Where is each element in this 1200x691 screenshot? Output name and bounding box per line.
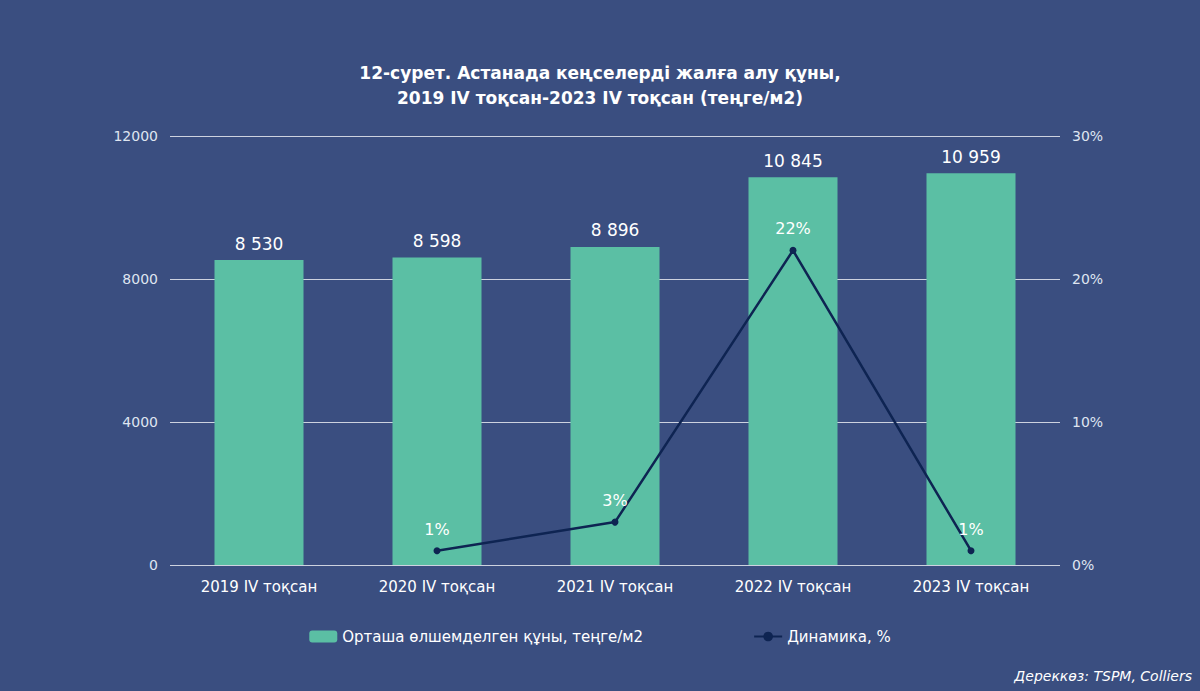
svg-text:22%: 22% (775, 219, 811, 238)
svg-text:10 959: 10 959 (941, 147, 1000, 167)
svg-text:8000: 8000 (122, 271, 158, 287)
svg-text:8 896: 8 896 (591, 220, 640, 240)
svg-text:2020 IV тоқсан: 2020 IV тоқсан (379, 578, 496, 596)
svg-text:Орташа өлшемделген құны, теңге: Орташа өлшемделген құны, теңге/м2 (342, 628, 643, 646)
svg-text:10 845: 10 845 (763, 151, 822, 171)
svg-text:1%: 1% (424, 520, 449, 539)
svg-text:10%: 10% (1072, 414, 1103, 430)
svg-text:Динамика, %: Динамика, % (787, 628, 891, 646)
svg-text:8 530: 8 530 (235, 234, 284, 254)
svg-text:4000: 4000 (122, 414, 158, 430)
svg-text:30%: 30% (1072, 128, 1103, 144)
svg-text:1%: 1% (958, 520, 983, 539)
svg-text:3%: 3% (602, 491, 627, 510)
svg-text:2023 IV тоқсан: 2023 IV тоқсан (913, 578, 1030, 596)
svg-text:2019 IV тоқсан: 2019 IV тоқсан (201, 578, 318, 596)
svg-text:2022 IV тоқсан: 2022 IV тоқсан (735, 578, 852, 596)
svg-text:12-сурет. Астанада кеңселерді: 12-сурет. Астанада кеңселерді жалға алу … (359, 63, 840, 83)
svg-text:8 598: 8 598 (413, 231, 462, 251)
svg-text:0: 0 (149, 557, 158, 573)
svg-text:20%: 20% (1072, 271, 1103, 287)
svg-text:12000: 12000 (113, 128, 158, 144)
svg-text:Дереккөз: TSPM, Colliers: Дереккөз: TSPM, Colliers (1013, 668, 1192, 684)
svg-text:2019 IV тоқсан-2023 IV тоқсан: 2019 IV тоқсан-2023 IV тоқсан (теңге/м2) (397, 88, 803, 108)
svg-text:2021 IV тоқсан: 2021 IV тоқсан (557, 578, 674, 596)
svg-text:0%: 0% (1072, 557, 1094, 573)
